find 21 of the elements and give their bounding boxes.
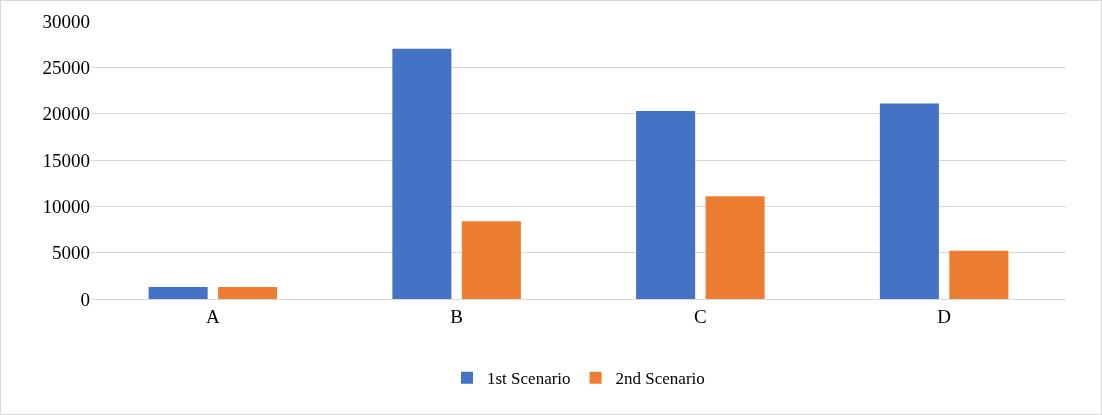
bar [636,110,696,299]
bar [392,48,452,299]
bar [218,286,278,299]
y-tick-label: 30000 [42,10,90,32]
bar [461,221,521,299]
bar [879,103,939,299]
y-tick-label: 10000 [42,195,90,217]
y-tick-label: 25000 [42,56,90,78]
y-tick-label: 20000 [42,103,90,125]
bar [949,250,1009,299]
y-tick-label: 15000 [42,149,90,171]
y-tick-label: 5000 [52,242,90,264]
bar [705,196,765,299]
bar [148,286,208,299]
x-tick-label: D [937,305,951,327]
x-tick-label: B [450,305,463,327]
x-tick-label: A [206,305,221,327]
y-tick-label: 0 [80,288,90,310]
x-tick-label: C [694,305,707,327]
legend-label: 1st Scenario [487,369,571,389]
legend-label: 2nd Scenario [615,369,705,389]
